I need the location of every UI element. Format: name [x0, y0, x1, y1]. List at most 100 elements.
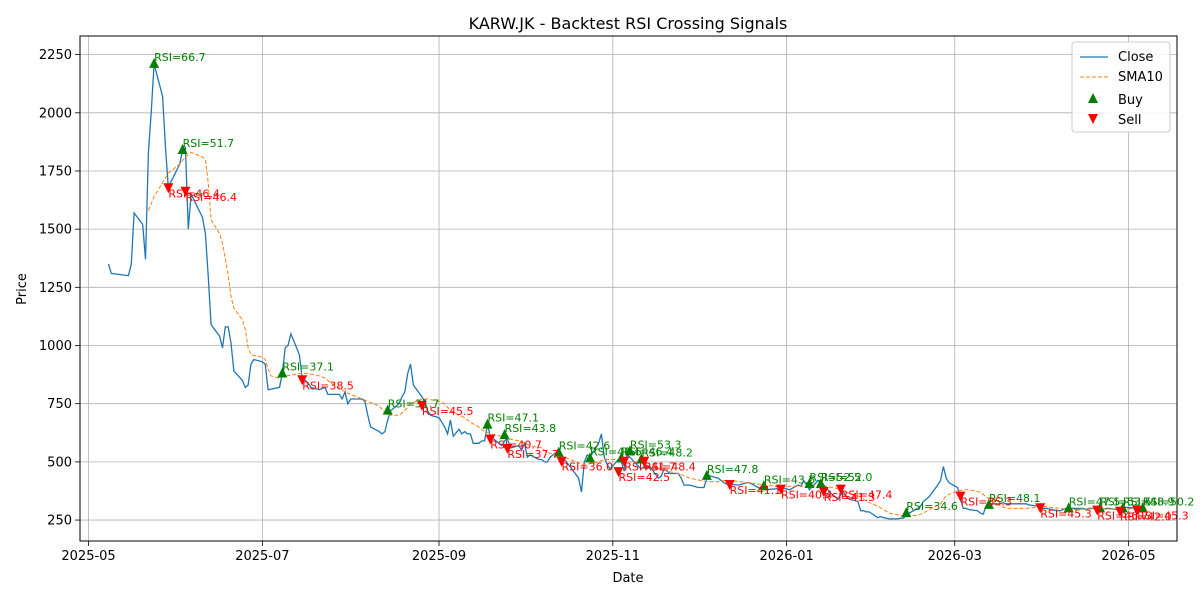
legend-sell-marker	[1088, 114, 1098, 124]
sell-annotation: RSI=46.4	[168, 187, 220, 200]
buy-marker	[624, 445, 635, 456]
y-tick-label: 250	[47, 514, 72, 529]
sell-annotation: RSI=41.7	[624, 461, 676, 474]
buy-annotation: RSI=42.6	[559, 440, 611, 453]
y-tick-label: 1500	[39, 223, 72, 238]
sell-marker	[416, 400, 427, 411]
buy-annotation: RSI=34.6	[906, 500, 958, 513]
sell-marker	[180, 186, 191, 197]
buy-marker	[499, 429, 510, 440]
signal-markers: RSI=66.7RSI=51.7RSI=37.1RSI=31.7RSI=47.1…	[149, 51, 1194, 524]
sma10-series-line	[147, 151, 1146, 517]
sell-annotation: RSI=45.5	[422, 405, 474, 418]
buy-marker	[804, 477, 815, 488]
buy-annotation: RSI=52.5	[809, 471, 861, 484]
x-tick-label: 2025-07	[235, 549, 289, 564]
x-axis-ticks: 2025-05 2025-07 2025-09 2025-11 2026-01 2026-…	[61, 541, 1156, 564]
sell-annotation: RSI=45.3	[1137, 510, 1189, 523]
buy-marker	[177, 144, 188, 155]
buy-annotation: RSI=52.0	[821, 471, 873, 484]
buy-annotation: RSI=37.1	[282, 360, 334, 373]
sell-annotation: RSI=38.5	[302, 379, 354, 392]
buy-marker	[553, 446, 564, 457]
sell-marker	[619, 456, 630, 467]
sell-marker	[1132, 505, 1143, 516]
chart-title: KARW.JK - Backtest RSI Crossing Signals	[469, 14, 788, 33]
y-tick-label: 1000	[39, 339, 72, 354]
sell-annotation: RSI=40.4	[781, 489, 833, 502]
sell-annotation: RSI=37.7	[507, 448, 559, 461]
sell-marker	[818, 486, 829, 497]
y-axis-ticks: 250 500 750 1000 1250 1500 1750 2000 2250	[39, 48, 80, 529]
sell-annotation: RSI=42.0	[1120, 511, 1172, 524]
x-tick-label: 2026-03	[928, 549, 982, 564]
buy-marker	[149, 57, 160, 68]
sell-marker	[485, 434, 496, 445]
sell-marker	[955, 491, 966, 502]
buy-marker	[758, 480, 769, 491]
buy-marker	[701, 469, 712, 480]
sell-annotation: RSI=41.3	[824, 491, 876, 504]
y-tick-label: 1750	[39, 164, 72, 179]
y-tick-label: 2000	[39, 106, 72, 121]
sell-annotation: RSI=48.4	[644, 461, 696, 474]
buy-marker	[815, 477, 826, 488]
buy-marker	[585, 452, 596, 463]
x-tick-label: 2025-09	[412, 549, 466, 564]
sell-marker	[502, 443, 513, 454]
y-tick-label: 1250	[39, 281, 72, 296]
sell-annotation: RSI=40.7	[490, 439, 542, 452]
x-tick-label: 2026-01	[759, 549, 813, 564]
sell-annotation: RSI=45.3	[1040, 507, 1092, 520]
sell-marker	[1035, 503, 1046, 514]
buy-annotation: RSI=53.3	[630, 438, 682, 451]
legend-box	[1071, 41, 1171, 133]
buy-annotation: RSI=48.9	[1123, 495, 1175, 508]
x-axis-label: Date	[612, 571, 643, 586]
buy-annotation: RSI=48.1	[989, 492, 1041, 505]
buy-marker	[277, 367, 288, 378]
buy-marker	[382, 404, 393, 415]
legend-buy-label: Buy	[1118, 93, 1143, 108]
buy-marker	[901, 507, 912, 518]
buy-annotation: RSI=51.7	[183, 137, 235, 150]
buy-annotation: RSI=43.8	[505, 422, 557, 435]
buy-annotation: RSI=47.8	[707, 463, 759, 476]
sell-marker	[639, 456, 650, 467]
legend-sma-label: SMA10	[1118, 70, 1163, 85]
legend-close-label: Close	[1118, 50, 1153, 65]
sell-annotation: RSI=47.4	[841, 489, 893, 502]
y-axis-label: Price	[15, 273, 30, 305]
legend-buy-marker	[1088, 93, 1098, 103]
sell-annotation: RSI=41.1	[730, 484, 782, 497]
sell-annotation: RSI=46.4	[185, 191, 237, 204]
sell-marker	[163, 183, 174, 194]
sell-marker	[1092, 505, 1103, 516]
sell-marker	[297, 375, 308, 386]
y-tick-label: 750	[47, 397, 72, 412]
legend-sell-label: Sell	[1118, 113, 1141, 128]
sell-annotation: RSI=36.0	[562, 461, 614, 474]
buy-marker	[983, 498, 994, 509]
buy-marker	[1063, 502, 1074, 513]
buy-annotation: RSI=43.5	[764, 473, 816, 486]
sell-marker	[835, 484, 846, 495]
sell-marker	[556, 456, 567, 467]
x-tick-label: 2026-05	[1101, 549, 1155, 564]
buy-annotation: RSI=50.2	[1143, 495, 1195, 508]
sell-marker	[724, 479, 735, 490]
x-tick-label: 2025-11	[586, 549, 640, 564]
buy-annotation: RSI=53.5	[1100, 495, 1152, 508]
y-tick-label: 500	[47, 455, 72, 470]
sell-annotation: RSI=42.5	[619, 471, 671, 484]
buy-annotation: RSI=47.5	[1069, 495, 1121, 508]
sell-marker	[1115, 506, 1126, 517]
buy-annotation: RSI=47.1	[487, 412, 539, 425]
sell-marker	[775, 484, 786, 495]
buy-marker	[1137, 502, 1148, 513]
sell-marker	[613, 467, 624, 478]
buy-marker	[482, 418, 493, 429]
legend: Close SMA10 Buy Sell	[1071, 41, 1171, 133]
